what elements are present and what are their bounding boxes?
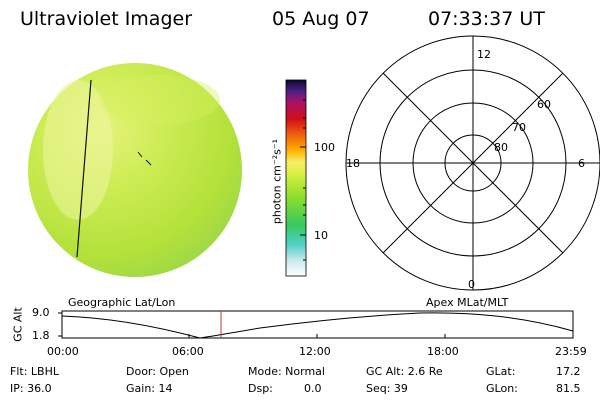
orbit-x-tick-0600: 06:00 bbox=[172, 345, 204, 358]
lat-label-60: 60 bbox=[537, 98, 551, 111]
orbit-y-tick-high: 9.0 bbox=[32, 306, 50, 319]
uv-disk-image bbox=[28, 63, 242, 277]
orbit-x-tick-0000: 00:00 bbox=[47, 345, 79, 358]
mlt-label-left: 18 bbox=[346, 157, 360, 170]
polar-grid bbox=[345, 35, 600, 291]
orbit-x-tick-1800: 18:00 bbox=[427, 345, 459, 358]
status-door: Door: Open bbox=[126, 365, 189, 378]
date-label: 05 Aug 07 bbox=[272, 8, 370, 30]
orbit-right-label: Apex MLat/MLT bbox=[426, 296, 509, 309]
status-glat-label: GLat: bbox=[486, 365, 516, 378]
orbit-plot bbox=[58, 310, 574, 339]
mlt-label-bottom: 0 bbox=[468, 278, 475, 291]
colorbar-unit: photon cm⁻²s⁻¹ bbox=[270, 138, 284, 225]
orbit-y-tick-low: 1.8 bbox=[32, 329, 50, 342]
status-glon-value: 81.5 bbox=[556, 382, 581, 395]
orbit-y-title: GC Alt bbox=[11, 307, 25, 342]
status-glat-value: 17.2 bbox=[556, 365, 581, 378]
status-seq: Seq: 39 bbox=[366, 382, 408, 395]
orbit-x-tick-2359: 23:59 bbox=[555, 345, 587, 358]
mlt-label-top: 12 bbox=[477, 48, 491, 61]
lat-label-70: 70 bbox=[512, 121, 526, 134]
orbit-x-tick-1200: 12:00 bbox=[299, 345, 331, 358]
time-label: 07:33:37 UT bbox=[428, 8, 545, 30]
colorbar-tick-100: 100 bbox=[314, 141, 335, 154]
mlt-label-right: 6 bbox=[578, 157, 585, 170]
status-gc-alt: GC Alt: 2.6 Re bbox=[366, 365, 443, 378]
status-gain: Gain: 14 bbox=[126, 382, 173, 395]
color-bar bbox=[285, 79, 307, 277]
status-ip: IP: 36.0 bbox=[10, 382, 52, 395]
status-dsp-value: 0.0 bbox=[304, 382, 322, 395]
status-dsp-label: Dsp: bbox=[248, 382, 273, 395]
orbit-left-label: Geographic Lat/Lon bbox=[68, 296, 176, 309]
status-glon-label: GLon: bbox=[486, 382, 518, 395]
status-filter: Flt: LBHL bbox=[10, 365, 59, 378]
lat-label-80: 80 bbox=[494, 141, 508, 154]
colorbar-tick-10: 10 bbox=[314, 229, 328, 242]
app-title: Ultraviolet Imager bbox=[20, 8, 193, 30]
status-mode: Mode: Normal bbox=[248, 365, 325, 378]
